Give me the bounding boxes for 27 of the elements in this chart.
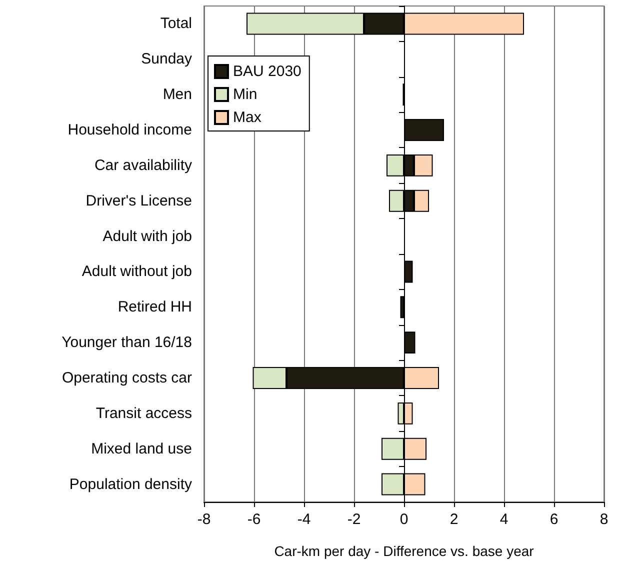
x-tick-label: 4 (500, 511, 508, 528)
x-tick-label: 6 (550, 511, 558, 528)
y-tick-label: Adult with job (102, 228, 192, 245)
y-tick-label: Driver's License (86, 192, 192, 210)
x-tick-label: -6 (247, 511, 261, 528)
x-tick-label: -4 (297, 511, 311, 528)
y-tick-label: Younger than 16/18 (62, 334, 192, 352)
x-tick-label: 0 (400, 511, 408, 528)
y-tick-label: Sunday (141, 50, 192, 68)
legend-label: BAU 2030 (233, 63, 302, 80)
legend-label: Max (233, 109, 262, 126)
x-axis-title: Car-km per day - Difference vs. base year (274, 543, 534, 559)
y-tick-label: Adult without job (82, 263, 192, 280)
y-tick-label: Household income (68, 122, 192, 138)
x-tick-label: -2 (347, 511, 361, 528)
y-tick-label: Population density (69, 476, 192, 493)
x-tick-label: 8 (600, 511, 608, 528)
y-tick-label: Retired HH (118, 298, 192, 316)
y-tick-label: Total (160, 15, 192, 32)
y-tick-label: Transit access (96, 404, 192, 422)
x-tick-label: 2 (450, 511, 458, 528)
x-tick-label: -8 (197, 511, 211, 528)
y-tick-label: Operating costs car (62, 370, 192, 386)
y-tick-label: Mixed land use (91, 440, 192, 458)
y-tick-label: Car availability (94, 156, 192, 174)
y-tick-label: Men (162, 86, 192, 104)
legend-label: Min (233, 86, 258, 103)
